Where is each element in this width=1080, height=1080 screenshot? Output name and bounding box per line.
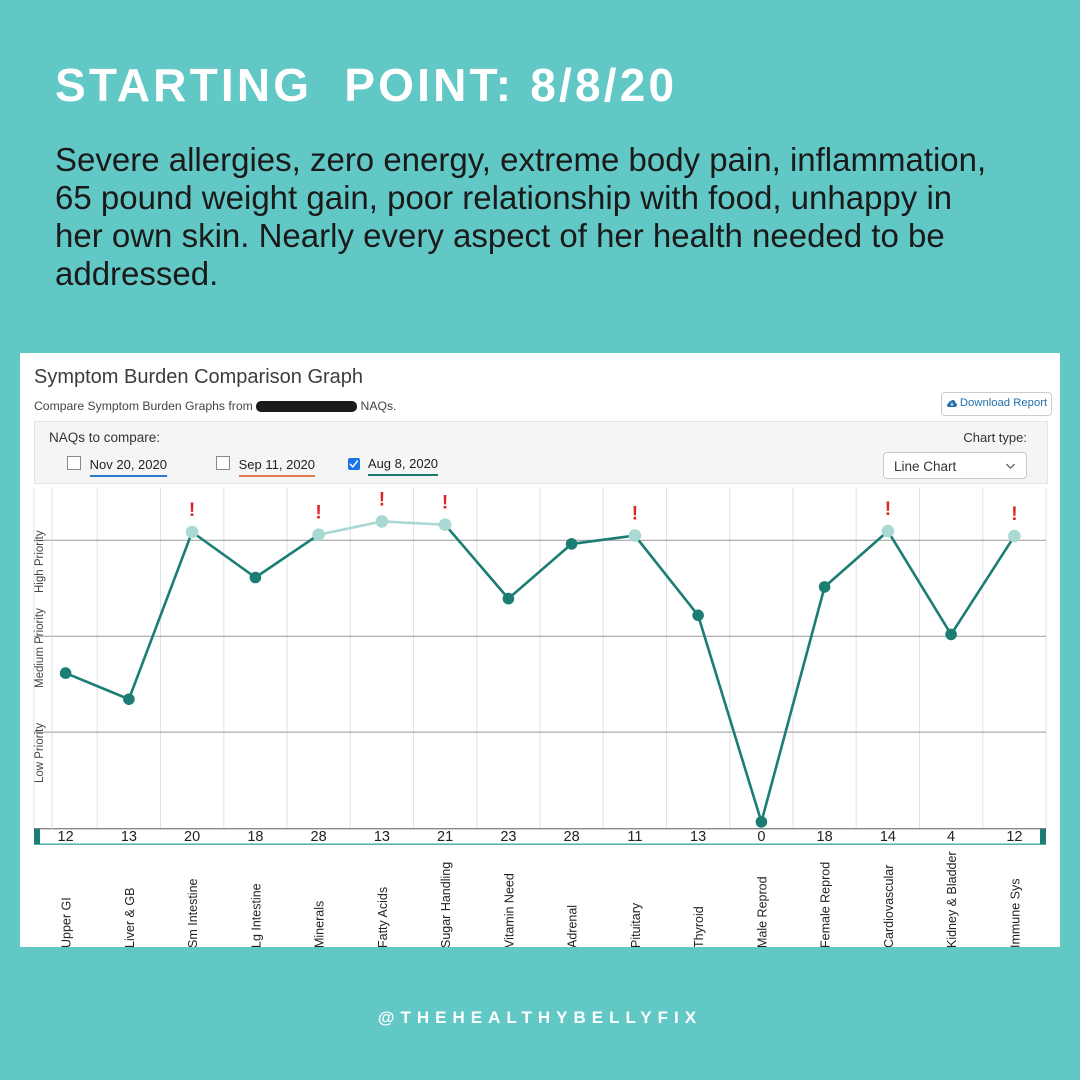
svg-text:0: 0 [757, 829, 765, 845]
svg-text:18: 18 [247, 829, 263, 845]
svg-text:Immune Sys: Immune Sys [1008, 879, 1022, 947]
svg-text:28: 28 [311, 829, 327, 845]
svg-text:Pituitary: Pituitary [629, 902, 643, 947]
svg-text:13: 13 [121, 829, 137, 845]
svg-text:28: 28 [564, 829, 580, 845]
svg-text:Vitamin Need: Vitamin Need [502, 873, 516, 947]
svg-text:Liver & GB: Liver & GB [123, 888, 137, 947]
svg-text:Lg Intestine: Lg Intestine [249, 883, 263, 947]
svg-text:!: ! [379, 489, 385, 510]
svg-text:13: 13 [374, 829, 390, 845]
svg-text:Medium Priority: Medium Priority [34, 608, 46, 688]
svg-text:!: ! [885, 499, 891, 520]
svg-text:Low Priority: Low Priority [34, 723, 46, 783]
svg-text:20: 20 [184, 829, 200, 845]
svg-text:18: 18 [817, 829, 833, 845]
svg-text:12: 12 [1006, 829, 1022, 845]
svg-text:Adrenal: Adrenal [566, 905, 580, 947]
svg-text:Male Reprod: Male Reprod [755, 876, 769, 947]
svg-text:Female Reprod: Female Reprod [819, 862, 833, 947]
svg-text:13: 13 [690, 829, 706, 845]
svg-text:23: 23 [500, 829, 516, 845]
svg-text:Kidney & Bladder: Kidney & Bladder [945, 851, 959, 947]
svg-text:Thyroid: Thyroid [692, 906, 706, 947]
svg-text:!: ! [442, 493, 448, 514]
svg-text:Upper GI: Upper GI [60, 897, 74, 947]
svg-text:11: 11 [627, 829, 642, 845]
svg-text:14: 14 [880, 829, 896, 845]
svg-text:!: ! [632, 504, 638, 525]
svg-text:!: ! [189, 500, 195, 521]
svg-text:4: 4 [947, 829, 955, 845]
svg-text:High Priority: High Priority [34, 530, 46, 593]
svg-text:21: 21 [437, 829, 453, 845]
svg-text:Sm Intestine: Sm Intestine [186, 878, 200, 947]
svg-text:Cardiovascular: Cardiovascular [882, 865, 896, 947]
svg-text:Fatty Acids: Fatty Acids [376, 887, 390, 947]
svg-text:Sugar Handling: Sugar Handling [439, 862, 453, 947]
svg-text:!: ! [1011, 504, 1017, 525]
svg-text:12: 12 [58, 829, 74, 845]
svg-text:!: ! [315, 503, 321, 524]
svg-text:Minerals: Minerals [313, 901, 327, 947]
